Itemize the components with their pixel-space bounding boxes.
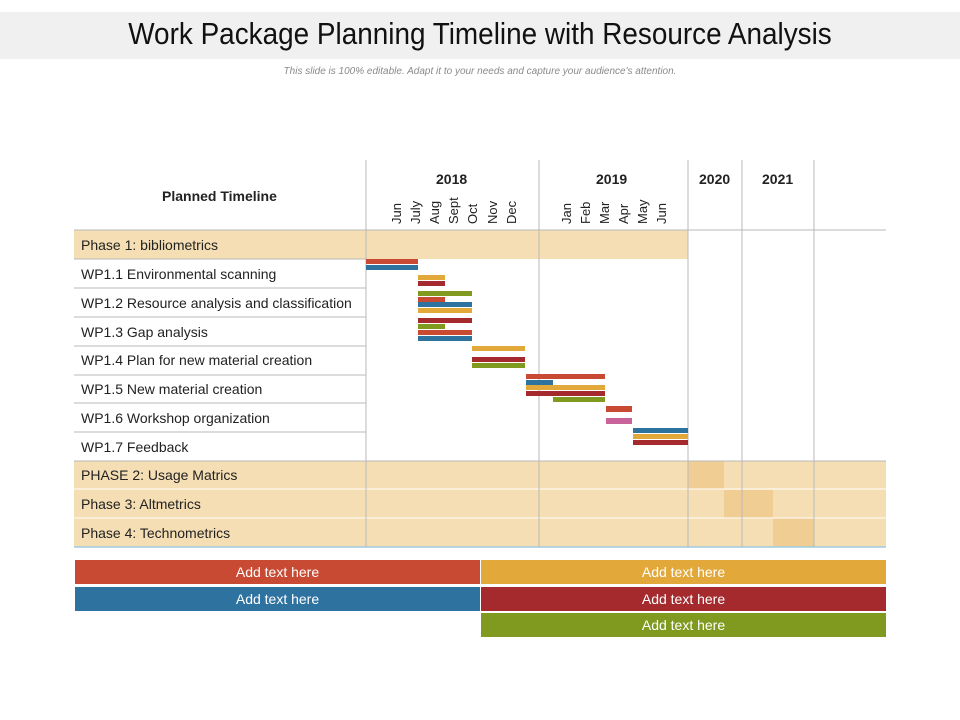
- bar-wp15-red: [526, 374, 605, 379]
- row-label-phase2: PHASE 2: Usage Matrics: [81, 467, 238, 483]
- month-2018-oct: Oct: [465, 203, 480, 224]
- title-bar: [0, 12, 960, 59]
- phase-backgrounds: [74, 230, 886, 547]
- bar-wp15-maroon: [526, 391, 605, 396]
- phase2-highlight: [688, 461, 724, 489]
- month-2019-jun: Jun: [654, 203, 669, 224]
- legend-green: Add text here: [481, 613, 886, 637]
- row-label-wp17: WP1.7 Feedback: [81, 439, 189, 455]
- month-2019-apr: Apr: [616, 203, 631, 224]
- bar-wp12-gold-b: [418, 308, 472, 313]
- legend-red: Add text here: [75, 560, 480, 584]
- bar-wp11-red: [366, 259, 418, 264]
- month-2018-jun: Jun: [389, 203, 404, 224]
- row-label-phase4: Phase 4: Technometrics: [81, 525, 231, 541]
- legend-blue: Add text here: [75, 587, 480, 611]
- row-lines: [74, 229, 886, 548]
- year-2021: 2021: [762, 171, 794, 187]
- row-label-wp15: WP1.5 New material creation: [81, 381, 263, 397]
- page-title: Work Package Planning Timeline with Reso…: [128, 16, 832, 51]
- bar-wp17-blue: [633, 428, 688, 433]
- month-2019-feb: Feb: [578, 201, 593, 224]
- month-2018-sept: Sept: [446, 197, 461, 224]
- planned-timeline-header: Planned Timeline: [162, 188, 277, 204]
- bar-wp12-blue: [418, 302, 472, 307]
- bar-wp16-red: [606, 406, 632, 412]
- page-subtitle: This slide is 100% editable. Adapt it to…: [283, 66, 677, 77]
- bar-wp14-gold: [472, 346, 525, 351]
- column-lines: [365, 160, 815, 547]
- bar-wp12-red: [418, 297, 445, 302]
- month-2018-nov: Nov: [485, 200, 500, 224]
- bar-wp13-maroon: [418, 318, 472, 323]
- month-2019-jan: Jan: [559, 203, 574, 224]
- bar-wp13-blue: [418, 336, 472, 341]
- bar-wp13-green: [418, 324, 445, 329]
- year-2018: 2018: [436, 171, 468, 187]
- month-2018-dec: Dec: [504, 200, 519, 224]
- month-2019-may: May: [635, 199, 650, 224]
- bar-wp17-gold: [633, 434, 688, 439]
- bar-wp15-gold: [526, 385, 605, 390]
- legend-gold: Add text here: [481, 560, 886, 584]
- bar-wp13-red: [418, 330, 472, 335]
- bar-wp14-maroon: [472, 357, 525, 362]
- bar-wp12-gold-a: [418, 275, 445, 280]
- bar-wp15-blue: [526, 380, 553, 385]
- phase1-row-bg: [74, 230, 688, 259]
- year-2019: 2019: [596, 171, 628, 187]
- bar-wp11-blue: [366, 265, 418, 270]
- month-2018-july: July: [408, 200, 423, 224]
- bar-wp17-maroon: [633, 440, 688, 445]
- bar-wp16-pink: [606, 418, 632, 424]
- bar-wp12-green: [418, 291, 472, 296]
- phase3-highlight: [724, 490, 773, 518]
- month-2019-mar: Mar: [597, 201, 612, 224]
- row-label-wp14: WP1.4 Plan for new material creation: [81, 352, 313, 368]
- month-2018-aug: Aug: [427, 200, 442, 224]
- row-label-wp12: WP1.2 Resource analysis and classificati…: [81, 295, 352, 311]
- row-label-phase1: Phase 1: bibliometrics: [81, 237, 218, 253]
- bar-wp12-maroon-a: [418, 281, 445, 286]
- row-label-wp16: WP1.6 Workshop organization: [81, 410, 270, 426]
- gantt-bars: [366, 259, 688, 445]
- phase4-highlight: [773, 518, 814, 547]
- row-label-wp11: WP1.1 Environmental scanning: [81, 266, 277, 282]
- bar-wp14-green: [472, 363, 525, 368]
- legend-maroon: Add text here: [481, 587, 886, 611]
- year-2020: 2020: [699, 171, 731, 187]
- bar-wp15-green: [553, 397, 605, 402]
- row-label-wp13: WP1.3 Gap analysis: [81, 324, 208, 340]
- row-label-phase3: Phase 3: Altmetrics: [81, 496, 201, 512]
